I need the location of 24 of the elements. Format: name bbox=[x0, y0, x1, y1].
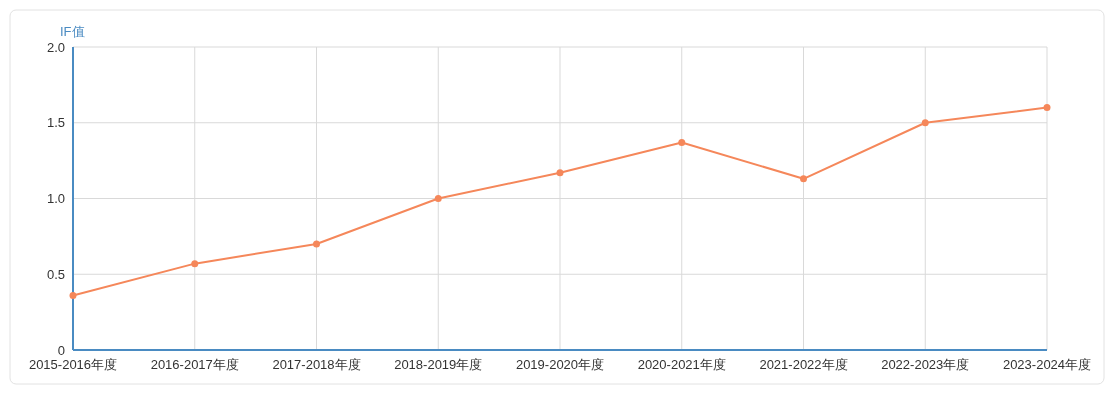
y-tick-label: 0.5 bbox=[46, 266, 65, 282]
x-tick-label: 2015-2016年度 bbox=[28, 357, 118, 372]
x-tick-label: 2022-2023年度 bbox=[881, 357, 970, 372]
x-tick-label: 2017-2018年度 bbox=[272, 357, 361, 372]
point bbox=[678, 138, 686, 146]
point bbox=[191, 260, 199, 268]
x-tick-label: 2020-2021年度 bbox=[637, 357, 726, 372]
x-tick-label: 2016-2017年度 bbox=[150, 357, 239, 372]
y-axis-title: IF值 bbox=[60, 24, 85, 39]
point bbox=[434, 195, 442, 202]
x-tick-label: 2023-2024年度 bbox=[1002, 357, 1092, 372]
y-tick-label: 1.5 bbox=[46, 115, 65, 131]
y-tick-label: 2.0 bbox=[46, 39, 65, 55]
point bbox=[313, 240, 320, 248]
y-tick-label: 1.0 bbox=[46, 191, 65, 207]
x-tick-label: 2021-2022年度 bbox=[759, 357, 848, 372]
point bbox=[556, 169, 564, 177]
y-tick-label: 0 bbox=[57, 342, 65, 358]
point bbox=[921, 119, 929, 127]
x-tick-label: 2018-2019年度 bbox=[394, 357, 483, 372]
point bbox=[800, 175, 807, 183]
x-tick-label: 2019-2020年度 bbox=[515, 357, 605, 372]
point bbox=[69, 291, 77, 299]
point bbox=[1043, 104, 1051, 112]
